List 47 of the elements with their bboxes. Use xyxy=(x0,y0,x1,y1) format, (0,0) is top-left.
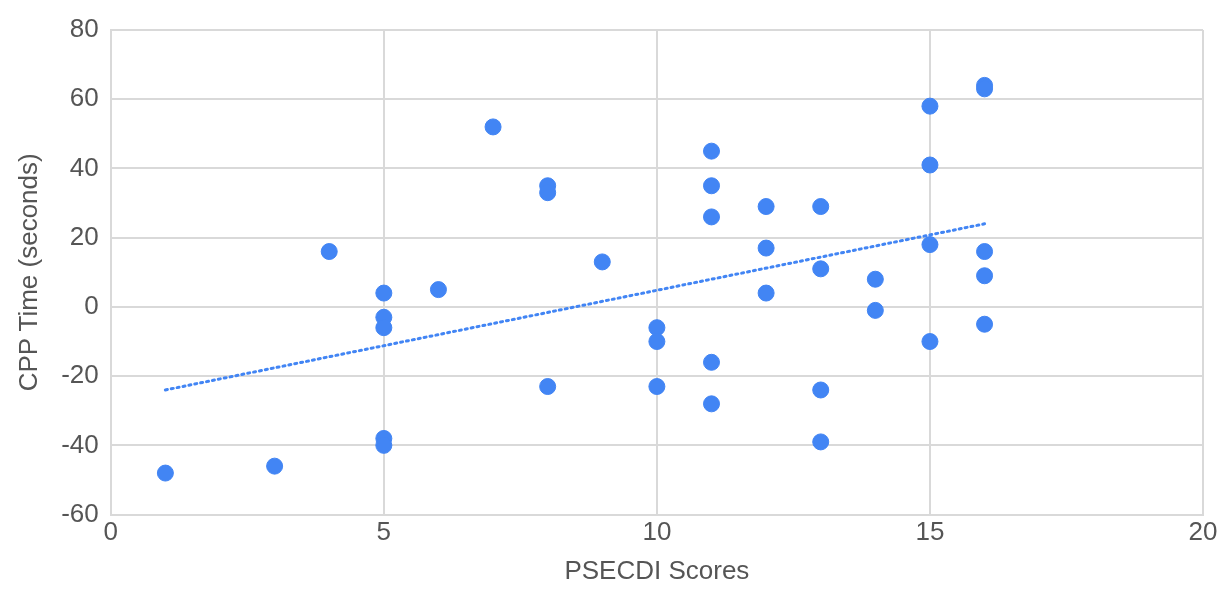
y-tick-label: 60 xyxy=(69,82,99,113)
point xyxy=(976,267,994,285)
y-tick-label: -60 xyxy=(61,497,99,528)
point xyxy=(757,239,775,257)
point xyxy=(976,315,994,333)
x-tick-label: 20 xyxy=(1188,516,1218,547)
point xyxy=(921,156,939,174)
y-tick-label: -20 xyxy=(61,359,99,390)
point xyxy=(757,284,775,302)
point xyxy=(429,281,447,299)
point xyxy=(866,270,884,288)
y-tick-label: -40 xyxy=(61,428,99,459)
point xyxy=(703,208,720,226)
point xyxy=(484,118,502,136)
x-tick-label: 15 xyxy=(915,516,945,547)
point xyxy=(539,378,557,396)
point xyxy=(812,198,830,216)
point xyxy=(703,142,720,160)
point xyxy=(320,243,338,261)
y-tick-label: 0 xyxy=(84,290,99,321)
point xyxy=(812,433,830,451)
point xyxy=(703,395,720,413)
x-tick-label: 5 xyxy=(376,516,392,547)
point xyxy=(648,378,666,396)
point xyxy=(156,464,174,482)
point xyxy=(648,333,666,351)
point xyxy=(976,243,994,261)
y-axis-title: CPP Time (seconds) xyxy=(12,153,43,392)
y-tick-label: 40 xyxy=(69,151,99,182)
point xyxy=(921,97,939,115)
y-tick-label: 80 xyxy=(69,13,99,44)
point xyxy=(812,381,830,399)
point xyxy=(757,198,775,216)
point xyxy=(375,284,393,302)
y-tick-label: 20 xyxy=(69,220,99,251)
point xyxy=(921,333,939,351)
point xyxy=(266,457,284,475)
x-tick-label: 10 xyxy=(642,516,672,547)
x-axis-title: PSECDI Scores xyxy=(564,554,750,585)
point xyxy=(703,353,720,371)
point xyxy=(593,253,611,271)
point xyxy=(921,236,939,254)
point xyxy=(703,177,720,195)
x-tick-label: 0 xyxy=(103,516,119,547)
point xyxy=(866,301,884,319)
point xyxy=(648,319,666,337)
point xyxy=(812,260,830,278)
